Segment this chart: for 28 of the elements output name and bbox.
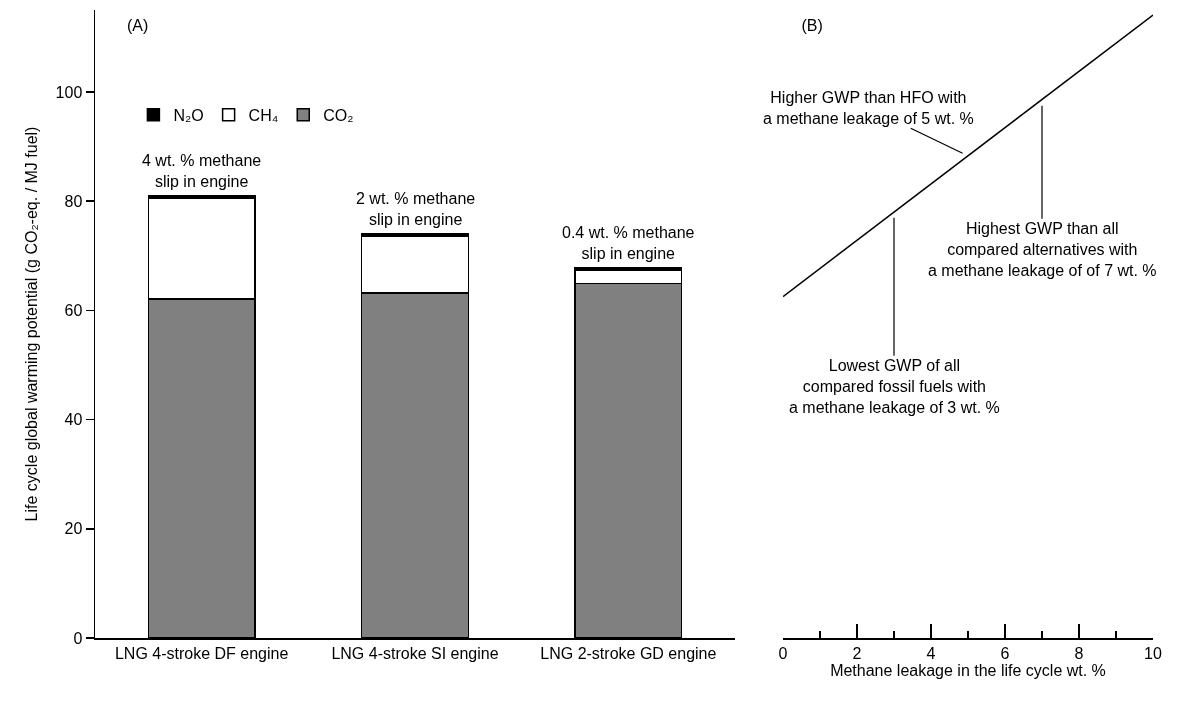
x-tick-label: 10 [1144, 644, 1162, 662]
x-axis-title: Methane leakage in the life cycle wt. % [830, 661, 1106, 679]
annotation: Lowest GWP of all compared fossil fuels with a methane leakage of 3 wt. % [789, 357, 1000, 416]
x-tick-label: 4 [926, 644, 936, 662]
x-tick-label: LNG 4-stroke DF engine [114, 644, 289, 662]
y-tick-label: 20 [64, 520, 83, 538]
x-tick-label: 6 [1000, 644, 1010, 662]
annotation: Highest GWP than all compared alternatives with a methane leakage of of 7 wt. % [928, 220, 1157, 279]
x-tick-label: LNG 2-stroke GD engine [540, 644, 717, 662]
legend-label: CH₄ [248, 107, 279, 125]
legend-label: CO₂ [323, 107, 354, 125]
x-tick-label: LNG 4-stroke SI engine [331, 644, 499, 662]
x-tick-label: 2 [852, 644, 862, 662]
y-tick-label: 80 [64, 192, 83, 210]
x-tick-label: 8 [1074, 644, 1084, 662]
annotation: Higher GWP than HFO with a methane leakage of 5 wt. % [763, 89, 974, 127]
x-tick-label: 0 [778, 644, 788, 662]
chart-title: (B) [801, 16, 823, 34]
annotation: 0.4 wt. % methane slip in engine [562, 224, 695, 262]
annotation: 4 wt. % methane slip in engine [142, 152, 262, 190]
y-axis-title: Life cycle global warming potential (g CO₂-eq. / MJ fuel) [22, 126, 40, 522]
chart-title: (A) [127, 16, 149, 34]
y-tick-label: 100 [55, 83, 83, 101]
y-tick-label: 60 [64, 301, 83, 319]
y-tick-label: 40 [64, 411, 83, 429]
y-tick-label: 0 [73, 629, 83, 647]
annotation: 2 wt. % methane slip in engine [356, 190, 476, 228]
legend-label: N₂O [173, 107, 204, 125]
